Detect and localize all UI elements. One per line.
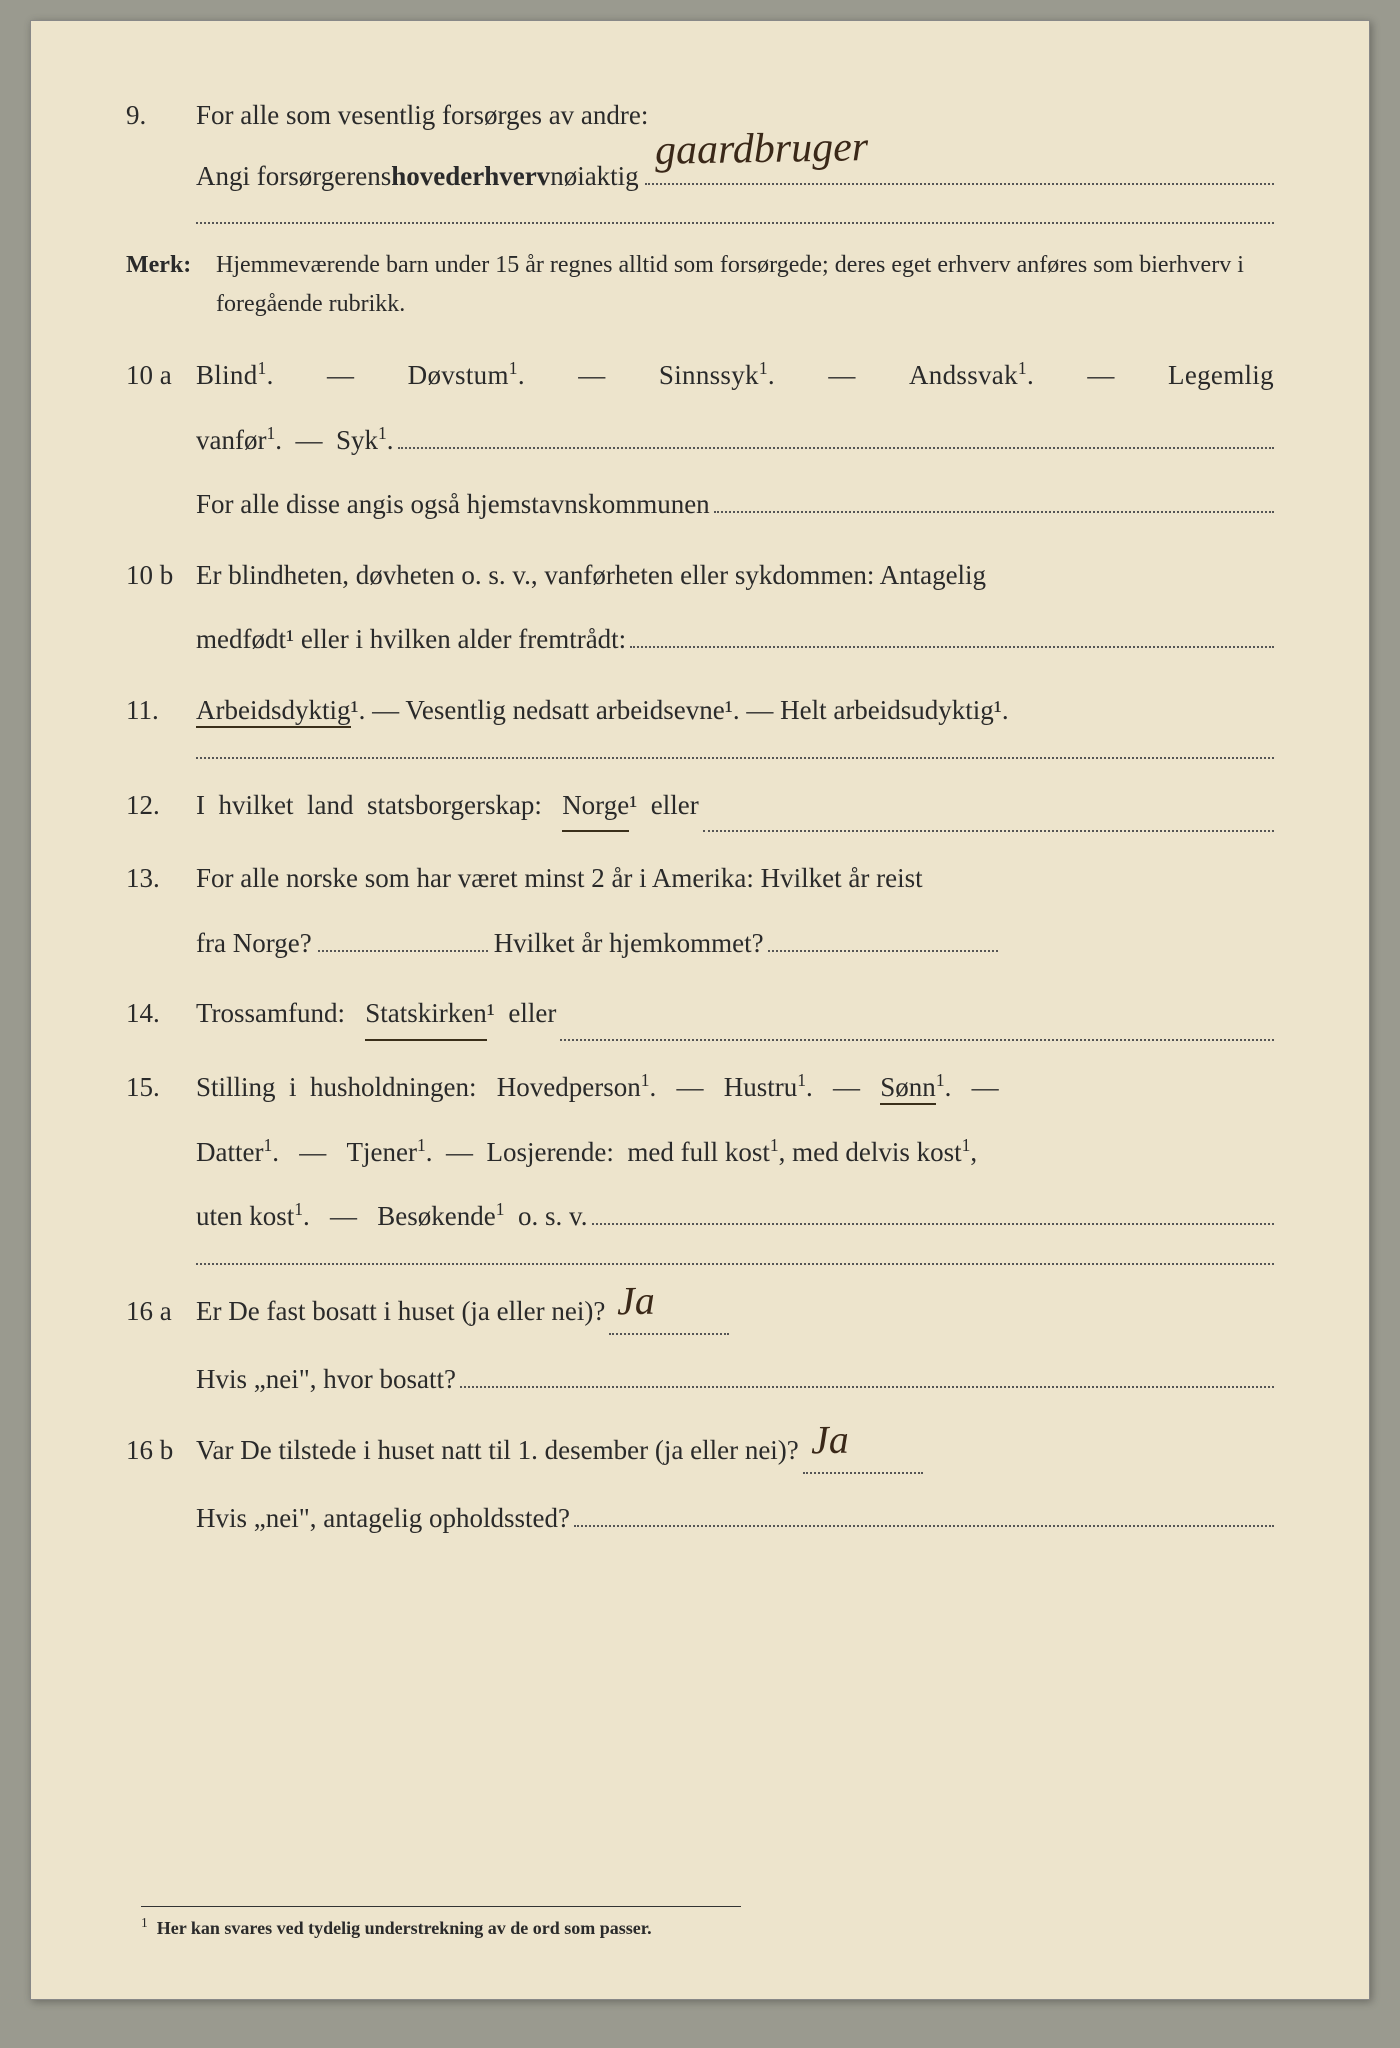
q16b-text: Var De tilstede i huset natt til 1. dese…	[196, 1426, 799, 1475]
q9-extra-line	[196, 222, 1274, 224]
q11-rest: ¹. — Vesentlig nedsatt arbeidsevne¹. — H…	[351, 695, 1009, 725]
question-10b: 10 b Er blindheten, døvheten o. s. v., v…	[126, 551, 1274, 600]
q12-dotted	[703, 781, 1274, 833]
q16b-dotted	[574, 1495, 1274, 1527]
q13-dotted2	[768, 919, 998, 951]
question-14: 14. Trossamfund: Statskirken ¹ eller	[126, 989, 1274, 1041]
q9-number: 9.	[126, 91, 196, 140]
q11-body: Arbeidsdyktig¹. — Vesentlig nedsatt arbe…	[196, 686, 1274, 735]
q16b-answer: Ja	[803, 1426, 923, 1475]
q10b-line1: Er blindheten, døvheten o. s. v., vanfør…	[196, 551, 1274, 600]
question-13: 13. For alle norske som har været minst …	[126, 854, 1274, 903]
q10b-dotted	[630, 616, 1274, 648]
q9-line2: Angi forsørgerens hovederhverv nøiaktig …	[196, 152, 1274, 201]
q12-text2: ¹ eller	[629, 781, 699, 833]
q12-number: 12.	[126, 781, 196, 830]
q15-number: 15.	[126, 1063, 196, 1112]
footnote-marker: 1	[141, 1915, 148, 1930]
q10a-vanfor: vanfør1. — Syk1.	[196, 416, 394, 465]
q13-line2a: fra Norge?	[196, 919, 312, 968]
q14-dotted	[560, 989, 1274, 1041]
question-16a: 16 a Er De fast bosatt i huset (ja eller…	[126, 1287, 1274, 1336]
q15-line3: uten kost1. — Besøkende1 o. s. v.	[196, 1192, 1274, 1241]
q12-body: I hvilket land statsborgerskap: Norge ¹ …	[196, 781, 1274, 833]
q12-selected: Norge	[562, 781, 629, 833]
q16a-line1: Er De fast bosatt i huset (ja eller nei)…	[196, 1287, 1274, 1336]
q16a-handwritten: Ja	[617, 1265, 656, 1338]
q16a-number: 16 a	[126, 1287, 196, 1336]
q16b-number: 16 b	[126, 1426, 196, 1475]
q16a-line2-text: Hvis „nei", hvor bosatt?	[196, 1355, 456, 1404]
q15-line1: Stilling i husholdningen: Hovedperson1. …	[196, 1063, 1274, 1112]
q15-dotted	[592, 1193, 1274, 1225]
q14-text2: ¹ eller	[487, 989, 557, 1041]
q10a-line3-text: For alle disse angis også hjemstavnskomm…	[196, 480, 710, 529]
question-10a: 10 a Blind1.— Døvstum1.— Sinnssyk1.— And…	[126, 351, 1274, 400]
footnote: 1 Her kan svares ved tydelig understrekn…	[141, 1906, 741, 1939]
q10a-dotted	[398, 416, 1274, 448]
q9-answer-line: gaardbruger	[645, 152, 1274, 184]
q16b-line2-text: Hvis „nei", antagelig opholdssted?	[196, 1494, 570, 1543]
question-15: 15. Stilling i husholdningen: Hovedperso…	[126, 1063, 1274, 1112]
q9-text-b: hovederhverv	[391, 152, 550, 201]
q11-number: 11.	[126, 686, 196, 735]
q9-text-a: Angi forsørgerens	[196, 152, 391, 201]
q16b-handwritten: Ja	[810, 1404, 849, 1477]
merk-note: Merk: Hjemmeværende barn under 15 år reg…	[126, 246, 1274, 323]
q14-body: Trossamfund: Statskirken ¹ eller	[196, 989, 1274, 1041]
q14-number: 14.	[126, 989, 196, 1038]
q14-selected: Statskirken	[365, 989, 487, 1041]
question-11: 11. Arbeidsdyktig¹. — Vesentlig nedsatt …	[126, 686, 1274, 735]
q12-text1: I hvilket land statsborgerskap:	[196, 781, 562, 833]
q10a-number: 10 a	[126, 351, 196, 400]
q15-line2-text: Datter1. — Tjener1. — Losjerende: med fu…	[196, 1128, 977, 1177]
q15-selected: Sønn	[880, 1072, 936, 1105]
q10b-line2: medfødt¹ eller i hvilken alder fremtrådt…	[196, 615, 1274, 664]
q9-handwritten: gaardbruger	[654, 110, 868, 189]
q16a-line2: Hvis „nei", hvor bosatt?	[196, 1355, 1274, 1404]
q15-line3-text: uten kost1. — Besøkende1 o. s. v.	[196, 1192, 588, 1241]
q13-number: 13.	[126, 854, 196, 903]
question-12: 12. I hvilket land statsborgerskap: Norg…	[126, 781, 1274, 833]
q9-text-c: nøiaktig	[550, 152, 639, 201]
q10a-options: Blind1.— Døvstum1.— Sinnssyk1.— Andssvak…	[196, 351, 1274, 400]
q16b-line1: Var De tilstede i huset natt til 1. dese…	[196, 1426, 1274, 1475]
q10a-dotted2	[714, 481, 1274, 513]
q11-selected: Arbeidsdyktig	[196, 695, 351, 728]
q13-line2b: Hvilket år hjemkommet?	[494, 919, 764, 968]
q10b-number: 10 b	[126, 551, 196, 600]
q15-line2: Datter1. — Tjener1. — Losjerende: med fu…	[196, 1128, 1274, 1177]
document-page: 9. For alle som vesentlig forsørges av a…	[30, 20, 1370, 2000]
q16a-answer: Ja	[609, 1287, 729, 1336]
q13-line2: fra Norge? Hvilket år hjemkommet?	[196, 919, 1274, 968]
q10a-line2: vanfør1. — Syk1.	[196, 416, 1274, 465]
q16a-text: Er De fast bosatt i huset (ja eller nei)…	[196, 1287, 605, 1336]
q15-extra-line	[196, 1263, 1274, 1265]
q11-extra-line	[196, 757, 1274, 759]
q13-dotted1	[318, 919, 488, 951]
q16a-dotted	[460, 1356, 1274, 1388]
footnote-text: Her kan svares ved tydelig understreknin…	[157, 1918, 652, 1938]
q14-text1: Trossamfund:	[196, 989, 365, 1041]
q9-line1: For alle som vesentlig forsørges av andr…	[196, 100, 648, 130]
merk-text: Hjemmeværende barn under 15 år regnes al…	[216, 246, 1274, 323]
q16b-line2: Hvis „nei", antagelig opholdssted?	[196, 1494, 1274, 1543]
merk-label: Merk:	[126, 246, 216, 284]
q10a-line3: For alle disse angis også hjemstavnskomm…	[196, 480, 1274, 529]
question-16b: 16 b Var De tilstede i huset natt til 1.…	[126, 1426, 1274, 1475]
q10b-line2-text: medfødt¹ eller i hvilken alder fremtrådt…	[196, 615, 626, 664]
q13-line1: For alle norske som har været minst 2 år…	[196, 854, 1274, 903]
